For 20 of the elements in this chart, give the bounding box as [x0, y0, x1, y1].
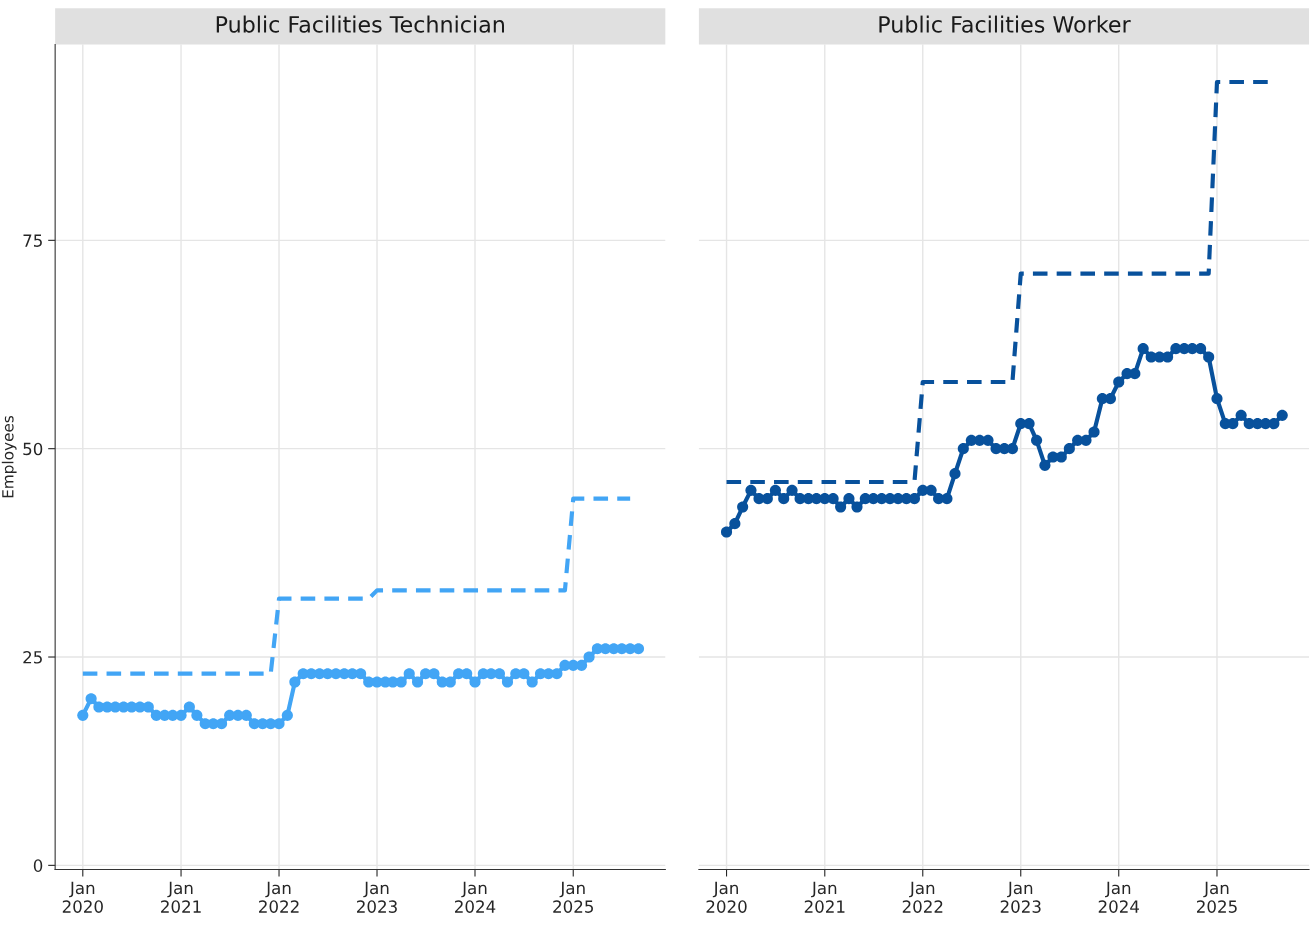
y-axis-title: Employees: [1, 415, 17, 498]
x-tick-label: Jan 2022: [259, 881, 299, 913]
x-tick-label: Jan 2020: [62, 881, 103, 913]
y-tick-label: 75: [23, 234, 42, 247]
chart-title: Public Facilities Technician: [216, 15, 504, 33]
y-tick-label: 50: [23, 442, 43, 456]
x-tick-label: Jan 2024: [455, 881, 496, 913]
x-tick-label: Jan 2025: [1197, 881, 1237, 913]
x-tick-label: Jan 2023: [357, 881, 397, 913]
chart-title: Public Facilities Worker: [879, 15, 1131, 33]
x-tick-label: Jan 2020: [706, 881, 747, 913]
x-tick-label: Jan 2022: [902, 881, 943, 913]
line-series: [80, 496, 633, 676]
x-tick-label: Jan 2025: [553, 881, 593, 913]
x-tick-label: Jan 2021: [804, 881, 845, 913]
x-tick-label: Jan 2023: [1000, 881, 1041, 913]
x-tick-label: Jan 2021: [161, 881, 201, 913]
y-tick-label: 25: [23, 650, 42, 664]
y-tick-label: 0: [33, 859, 43, 872]
x-tick-label: Jan 2024: [1098, 881, 1140, 913]
